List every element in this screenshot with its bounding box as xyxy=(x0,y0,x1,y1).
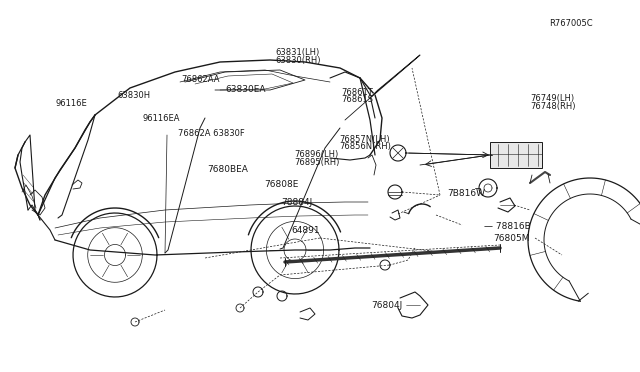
Text: 7B816W: 7B816W xyxy=(447,189,484,198)
Text: 76805M: 76805M xyxy=(493,234,529,243)
Text: — 78816B: — 78816B xyxy=(484,222,531,231)
Polygon shape xyxy=(370,55,420,98)
Text: 76861S: 76861S xyxy=(341,95,373,104)
Text: 76862AA: 76862AA xyxy=(181,76,220,84)
Text: 76862A 63830F: 76862A 63830F xyxy=(178,129,244,138)
Text: R767005C: R767005C xyxy=(549,19,593,28)
Text: 76808E: 76808E xyxy=(264,180,299,189)
Text: 76804J: 76804J xyxy=(371,301,403,310)
Text: 76861T: 76861T xyxy=(341,88,373,97)
Text: 96116E: 96116E xyxy=(55,99,87,108)
Text: 76856N(RH): 76856N(RH) xyxy=(339,142,391,151)
FancyBboxPatch shape xyxy=(490,142,542,168)
Text: 63830H: 63830H xyxy=(118,92,151,100)
Text: 76749(LH): 76749(LH) xyxy=(530,94,574,103)
Text: 63830EA: 63830EA xyxy=(225,85,266,94)
Text: 76896(LH): 76896(LH) xyxy=(294,150,339,158)
Text: 76895(RH): 76895(RH) xyxy=(294,158,340,167)
Text: 76748(RH): 76748(RH) xyxy=(530,102,575,110)
Text: 78884J: 78884J xyxy=(282,198,313,207)
Text: 96116EA: 96116EA xyxy=(142,114,180,123)
Text: 63831(LH): 63831(LH) xyxy=(275,48,319,57)
Text: 63830(RH): 63830(RH) xyxy=(275,56,321,65)
Text: 7680BEA: 7680BEA xyxy=(207,165,248,174)
Text: 76857N(LH): 76857N(LH) xyxy=(339,135,390,144)
Text: 64891: 64891 xyxy=(291,226,320,235)
